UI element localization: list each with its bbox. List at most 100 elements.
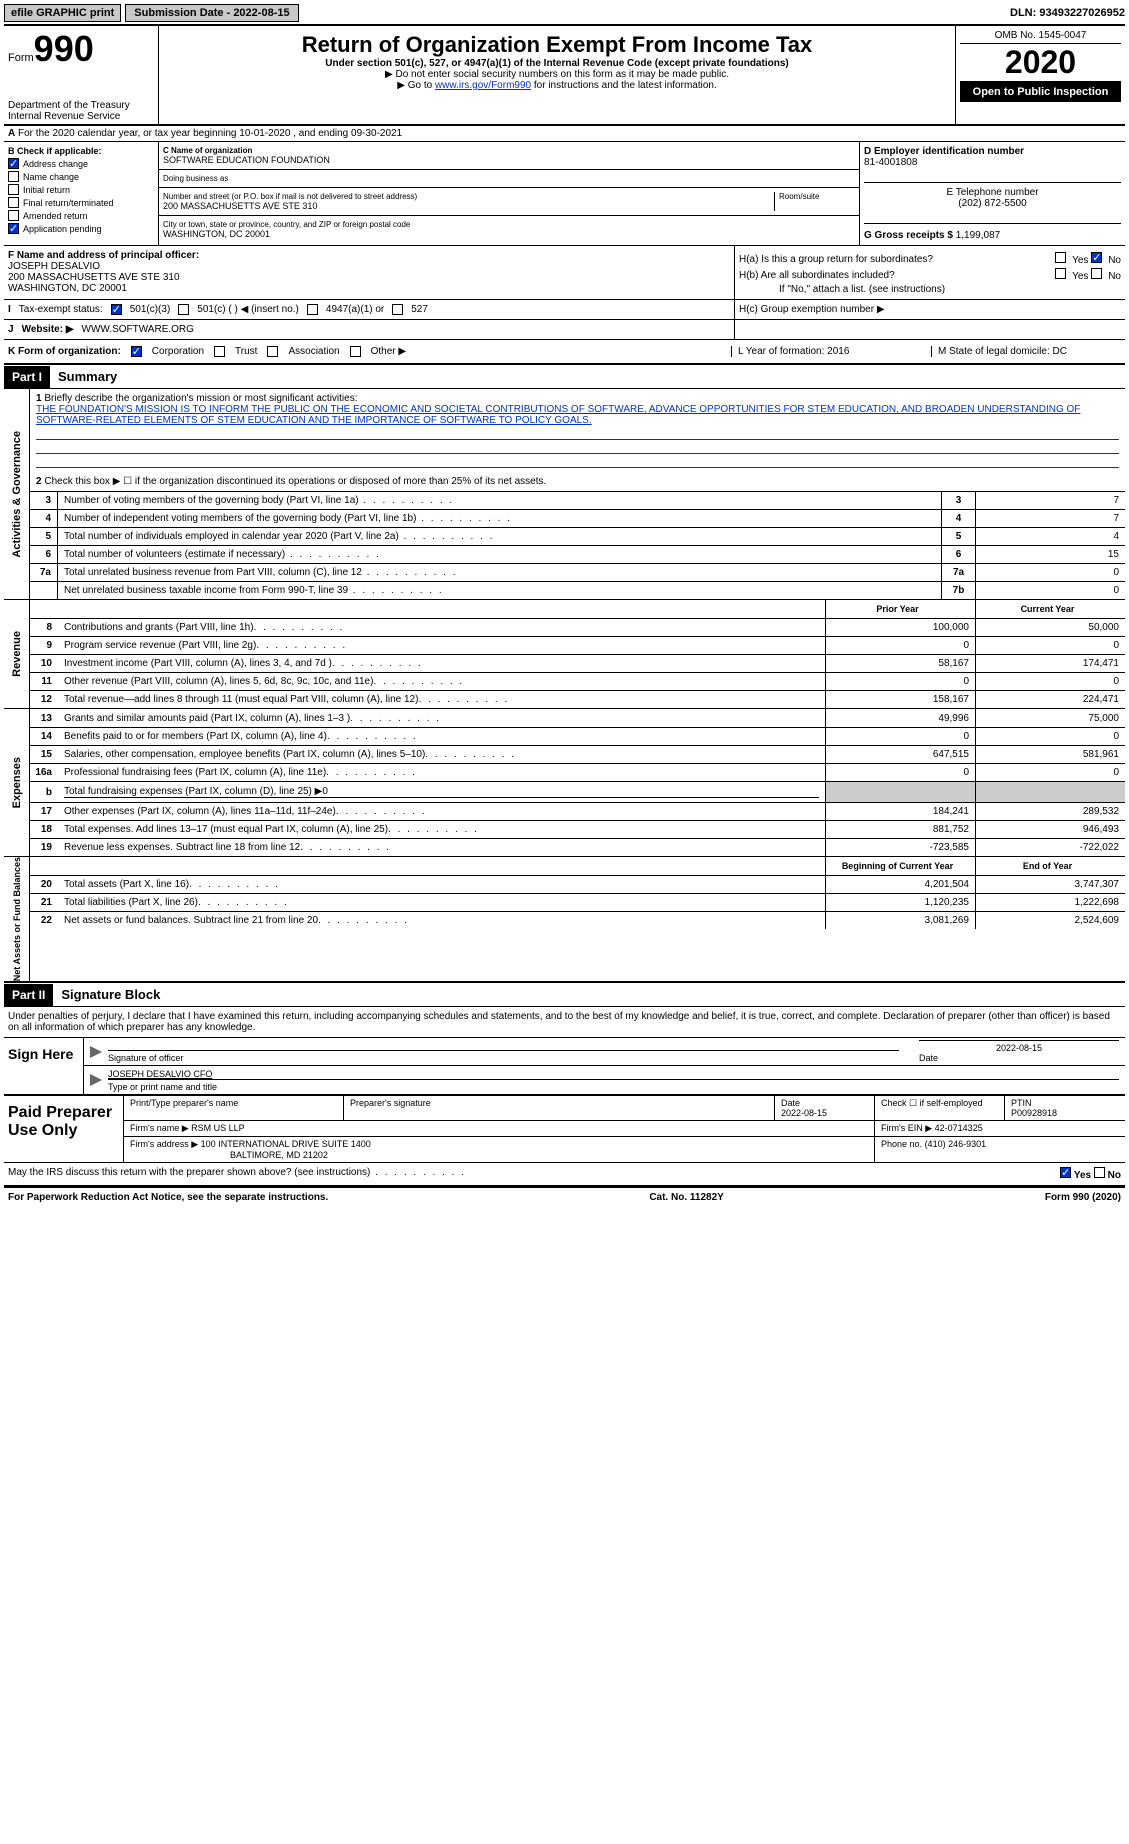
sig-arrow-icon [90, 1046, 102, 1058]
q1-label: Briefly describe the organization's miss… [44, 393, 357, 404]
top-bar: efile GRAPHIC print Submission Date - 20… [4, 4, 1125, 22]
street-label: Number and street (or P.O. box if mail i… [163, 192, 770, 201]
phone-value: (202) 872-5500 [864, 198, 1121, 209]
form-number: 990 [34, 28, 94, 69]
checkbox-initial-return[interactable] [8, 184, 19, 195]
fin-row: bTotal fundraising expenses (Part IX, co… [30, 781, 1125, 802]
stat-row: 6Total number of volunteers (estimate if… [30, 545, 1125, 563]
fin-row: 10Investment income (Part VIII, column (… [30, 654, 1125, 672]
fin-row: 18Total expenses. Add lines 13–17 (must … [30, 820, 1125, 838]
officer-name-value: JOSEPH DESALVIO CFO [108, 1069, 1119, 1079]
hb-label: H(b) Are all subordinates included? [739, 270, 895, 281]
ein-value: 81-4001808 [864, 157, 1121, 168]
fin-row: 11Other revenue (Part VIII, column (A), … [30, 672, 1125, 690]
discuss-label: May the IRS discuss this return with the… [8, 1167, 466, 1181]
checkbox-final-return[interactable] [8, 197, 19, 208]
discuss-no[interactable] [1094, 1167, 1105, 1178]
instr-goto-suffix: for instructions and the latest informat… [531, 80, 717, 91]
expenses-section: Expenses 13Grants and similar amounts pa… [4, 709, 1125, 857]
cb-corp[interactable] [131, 346, 142, 357]
sidebar-revenue: Revenue [11, 631, 23, 677]
footer: For Paperwork Reduction Act Notice, see … [4, 1187, 1125, 1207]
paid-preparer-label: Paid Preparer Use Only [4, 1096, 124, 1162]
hb-yes[interactable] [1055, 268, 1066, 279]
efile-button[interactable]: efile GRAPHIC print [4, 4, 121, 22]
firm-name: RSM US LLP [191, 1123, 245, 1133]
discuss-yes[interactable] [1060, 1167, 1071, 1178]
section-bcd: B Check if applicable: Address change Na… [4, 142, 1125, 246]
ha-label: H(a) Is this a group return for subordin… [739, 254, 933, 265]
stat-row: 4Number of independent voting members of… [30, 509, 1125, 527]
checkbox-address-change[interactable] [8, 158, 19, 169]
year-formation: L Year of formation: 2016 [731, 346, 931, 357]
dept-treasury: Department of the Treasury [8, 100, 154, 111]
cb-assoc[interactable] [267, 346, 278, 357]
ha-yes[interactable] [1055, 252, 1066, 263]
self-employed: Check ☐ if self-employed [875, 1096, 1005, 1120]
part1-header: Part I [4, 366, 50, 388]
fin-row: 21Total liabilities (Part X, line 26)1,1… [30, 893, 1125, 911]
street-value: 200 MASSACHUSETTS AVE STE 310 [163, 201, 770, 211]
cb-other[interactable] [350, 346, 361, 357]
fin-row: 22Net assets or fund balances. Subtract … [30, 911, 1125, 929]
irs-link[interactable]: www.irs.gov/Form990 [435, 80, 531, 91]
room-label: Room/suite [779, 192, 855, 201]
cb-4947[interactable] [307, 304, 318, 315]
open-inspection: Open to Public Inspection [960, 82, 1121, 102]
hb-no[interactable] [1091, 268, 1102, 279]
cb-527[interactable] [392, 304, 403, 315]
dba-label: Doing business as [163, 174, 855, 183]
phone-label: E Telephone number [864, 187, 1121, 198]
firm-addr2: BALTIMORE, MD 21202 [130, 1150, 328, 1160]
ptin-value: P00928918 [1011, 1108, 1057, 1118]
line-a: A For the 2020 calendar year, or tax yea… [4, 126, 1125, 142]
sign-here-row: Sign Here Signature of officer 2022-08-1… [4, 1038, 1125, 1095]
website-label: Website: ▶ [22, 324, 74, 335]
submission-date-button[interactable]: Submission Date - 2022-08-15 [125, 4, 298, 22]
checkbox-app-pending[interactable] [8, 223, 19, 234]
firm-ein: 42-0714325 [935, 1123, 983, 1133]
declaration-text: Under penalties of perjury, I declare th… [4, 1007, 1125, 1038]
sig-officer-label: Signature of officer [108, 1050, 899, 1063]
return-title: Return of Organization Exempt From Incom… [163, 32, 951, 58]
sidebar-netassets: Net Assets or Fund Balances [12, 857, 22, 981]
stat-row: 7aTotal unrelated business revenue from … [30, 563, 1125, 581]
fin-row: 14Benefits paid to or for members (Part … [30, 727, 1125, 745]
checkbox-name-change[interactable] [8, 171, 19, 182]
hb-note: If "No," attach a list. (see instruction… [739, 284, 1121, 295]
officer-name: JOSEPH DESALVIO [8, 261, 730, 272]
instr-ssn: Do not enter social security numbers on … [163, 69, 951, 80]
q2-label: Check this box ▶ ☐ if the organization d… [44, 476, 546, 487]
box-c: C Name of organization SOFTWARE EDUCATIO… [159, 142, 860, 245]
stat-row: 5Total number of individuals employed in… [30, 527, 1125, 545]
fin-row: 13Grants and similar amounts paid (Part … [30, 709, 1125, 727]
activities-governance: Activities & Governance 1 Briefly descri… [4, 389, 1125, 600]
checkbox-amended[interactable] [8, 210, 19, 221]
fin-row: 16aProfessional fundraising fees (Part I… [30, 763, 1125, 781]
cb-501c3[interactable] [111, 304, 122, 315]
cb-trust[interactable] [214, 346, 225, 357]
cb-501c[interactable] [178, 304, 189, 315]
officer-addr2: WASHINGTON, DC 20001 [8, 283, 730, 294]
city-value: WASHINGTON, DC 20001 [163, 229, 855, 239]
box-d: D Employer identification number 81-4001… [860, 142, 1125, 245]
box-b-header: B Check if applicable: [8, 146, 102, 156]
firm-phone: (410) 246-9301 [925, 1139, 987, 1149]
dept-irs: Internal Revenue Service [8, 111, 154, 122]
netassets-section: Net Assets or Fund Balances Beginning of… [4, 857, 1125, 983]
stat-row: Net unrelated business taxable income fr… [30, 581, 1125, 599]
sign-here-label: Sign Here [4, 1038, 84, 1094]
ha-no[interactable] [1091, 252, 1102, 263]
begin-year-hdr: Beginning of Current Year [825, 857, 975, 875]
form-990-page: efile GRAPHIC print Submission Date - 20… [0, 0, 1129, 1211]
revenue-section: Revenue Prior Year Current Year 8Contrib… [4, 600, 1125, 709]
fin-row: 19Revenue less expenses. Subtract line 1… [30, 838, 1125, 856]
row-j: J Website: ▶ WWW.SOFTWARE.ORG [4, 320, 1125, 340]
officer-addr1: 200 MASSACHUSETTS AVE STE 310 [8, 272, 730, 283]
gross-label: G Gross receipts $ [864, 230, 953, 241]
cat-no: Cat. No. 11282Y [649, 1192, 723, 1203]
fin-row: 20Total assets (Part X, line 16)4,201,50… [30, 875, 1125, 893]
sig-arrow-icon [90, 1074, 102, 1086]
dln-label: DLN: 93493227026952 [1010, 7, 1125, 19]
prep-sig-label: Preparer's signature [350, 1098, 431, 1108]
